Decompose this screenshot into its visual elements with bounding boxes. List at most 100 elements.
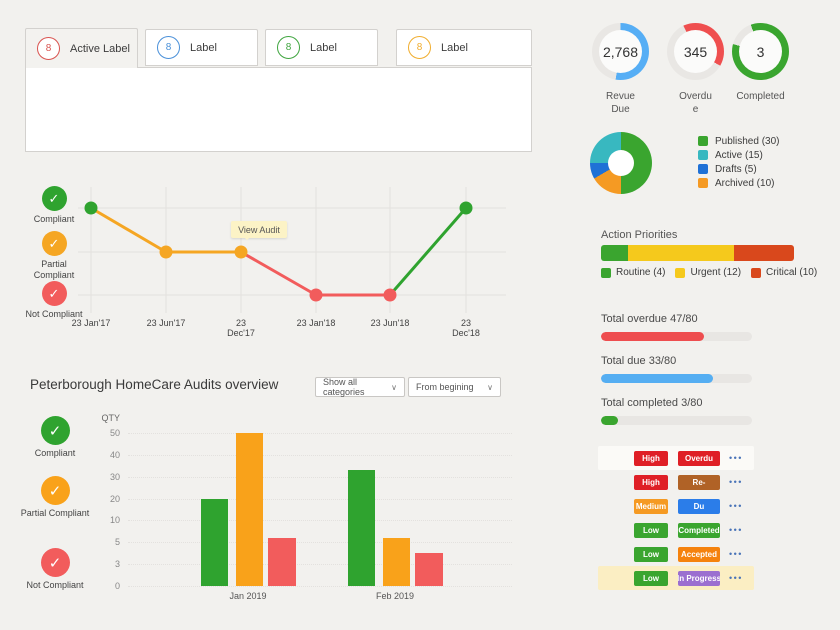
y-axis-tick: 10 <box>109 515 120 526</box>
task-row[interactable]: High Overdu ••• <box>598 446 754 470</box>
task-row[interactable]: Medium Du ••• <box>598 494 754 518</box>
task-row[interactable]: Low Completed ••• <box>598 518 754 542</box>
tab-count-badge: 8 <box>408 36 431 59</box>
tasks-list: High Overdu ••• High Re- ••• Medium Du ••• Low Com… <box>598 446 754 590</box>
x-axis-tick: 23 <box>236 318 246 328</box>
tab-label-2[interactable]: 8 Label <box>145 29 258 66</box>
progress-fill <box>601 332 704 341</box>
tab-label-4[interactable]: 8 Label <box>396 29 532 66</box>
trend-segment <box>240 250 317 297</box>
legend-item-active: Active (15) <box>698 150 779 161</box>
stat-value: 345 <box>683 43 708 60</box>
priority-badge: Medium <box>634 498 668 514</box>
y-axis-tick: 40 <box>109 449 120 460</box>
legend-item-drafts: Drafts (5) <box>698 164 779 175</box>
stat-label: Overdue <box>679 91 712 115</box>
row-menu-icon[interactable]: ••• <box>729 501 743 511</box>
progress-track <box>601 332 752 341</box>
legend-label: Partial Compliant <box>33 259 75 280</box>
progress-total-overdue: Total overdue 47/80 <box>601 313 771 341</box>
bar-compliant <box>201 498 228 586</box>
view-audit-tooltip[interactable]: View Audit <box>231 221 287 240</box>
task-row[interactable]: Low Accepted ••• <box>598 542 754 566</box>
tab-label: Label <box>190 41 217 54</box>
stat-completed: 3 Completed <box>732 23 789 104</box>
bar-legend-partial: ✓ Partial Compliant <box>12 476 98 519</box>
data-point[interactable] <box>84 201 98 215</box>
task-row[interactable]: High Re- ••• <box>598 470 754 494</box>
gridline-h <box>128 476 512 478</box>
drafts-swatch <box>698 164 708 174</box>
donut-legend: Published (30) Active (15) Drafts (5) Ar… <box>698 136 779 192</box>
row-menu-icon[interactable]: ••• <box>729 477 743 487</box>
data-point[interactable] <box>309 288 323 302</box>
legend-partial-compliant: ✓ Partial Compliant <box>30 231 78 281</box>
critical-swatch <box>751 267 762 278</box>
row-menu-icon[interactable]: ••• <box>729 453 743 463</box>
active-swatch <box>698 150 708 160</box>
legend-label: Not Compliant <box>25 309 83 319</box>
range-dropdown[interactable]: From begining ∨ <box>408 377 501 397</box>
stat-label: Revue Due <box>606 91 635 115</box>
progress-fill <box>601 416 618 425</box>
legend-label: Compliant <box>33 214 75 224</box>
legend-item-archived: Archived (10) <box>698 178 779 189</box>
priority-badge: Low <box>634 546 668 562</box>
not-compliant-check-icon: ✓ <box>41 281 67 306</box>
urgent-swatch <box>675 267 686 278</box>
bar-not-compliant <box>268 537 296 586</box>
chevron-down-icon: ∨ <box>391 382 397 392</box>
trend-segment <box>90 206 167 254</box>
legend-label: Compliant <box>34 448 76 458</box>
status-badge: Completed <box>678 522 720 538</box>
progress-track <box>601 374 752 383</box>
data-point[interactable] <box>383 288 397 302</box>
ring-gauge: 2,768 <box>592 23 649 80</box>
tab-active-label[interactable]: 8 Active Label <box>25 28 138 68</box>
stat-revue-due: 2,768 Revue Due <box>592 23 649 116</box>
partial-check-icon: ✓ <box>41 231 67 256</box>
progress-track <box>601 416 752 425</box>
legend-item-critical: Critical (10) <box>751 267 817 278</box>
y-axis-tick: 30 <box>109 471 120 482</box>
data-point[interactable] <box>234 245 248 259</box>
data-point[interactable] <box>459 201 473 215</box>
critical-segment <box>734 245 794 261</box>
progress-total-completed: Total completed 3/80 <box>601 397 771 425</box>
x-axis-tick: 23 Jan'17 <box>72 318 111 328</box>
data-point[interactable] <box>159 245 173 259</box>
legend-not-compliant: ✓ Not Compliant <box>21 281 87 320</box>
row-menu-icon[interactable]: ••• <box>729 549 743 559</box>
row-menu-icon[interactable]: ••• <box>729 573 743 583</box>
tab-label-3[interactable]: 8 Label <box>265 29 378 66</box>
bar-legend-compliant: ✓ Compliant <box>12 416 98 459</box>
published-swatch <box>698 136 708 146</box>
status-badge: Accepted <box>678 546 720 562</box>
priority-badge: Low <box>634 522 668 538</box>
categories-dropdown[interactable]: Show all categories ∨ <box>315 377 405 397</box>
legend-item-published: Published (30) <box>698 136 779 147</box>
x-axis-tick: Dec'17 <box>227 328 255 338</box>
stat-label: Completed <box>736 91 785 102</box>
x-axis-tick: 23 Jun'18 <box>371 318 410 328</box>
progress-total-due: Total due 33/80 <box>601 355 771 383</box>
tab-label: Label <box>310 41 337 54</box>
x-axis-category: Jan 2019 <box>229 591 267 601</box>
gridline-h <box>128 542 512 544</box>
bar-not-compliant <box>415 553 443 586</box>
tab-label: Active Label <box>70 42 130 55</box>
ring-gauge: 3 <box>732 23 789 80</box>
bar-legend-not-compliant: ✓ Not Compliant <box>12 548 98 591</box>
gridline-h <box>128 454 512 456</box>
x-axis-category: Feb 2019 <box>375 591 415 601</box>
urgent-segment <box>628 245 735 261</box>
chevron-down-icon: ∨ <box>487 382 493 392</box>
task-row[interactable]: Low In Progress ••• <box>598 566 754 590</box>
row-menu-icon[interactable]: ••• <box>729 525 743 535</box>
status-badge: In Progress <box>678 570 720 586</box>
tab-count-badge: 8 <box>157 36 180 59</box>
dropdown-value: From begining <box>416 382 474 392</box>
gridline-h <box>128 433 512 434</box>
